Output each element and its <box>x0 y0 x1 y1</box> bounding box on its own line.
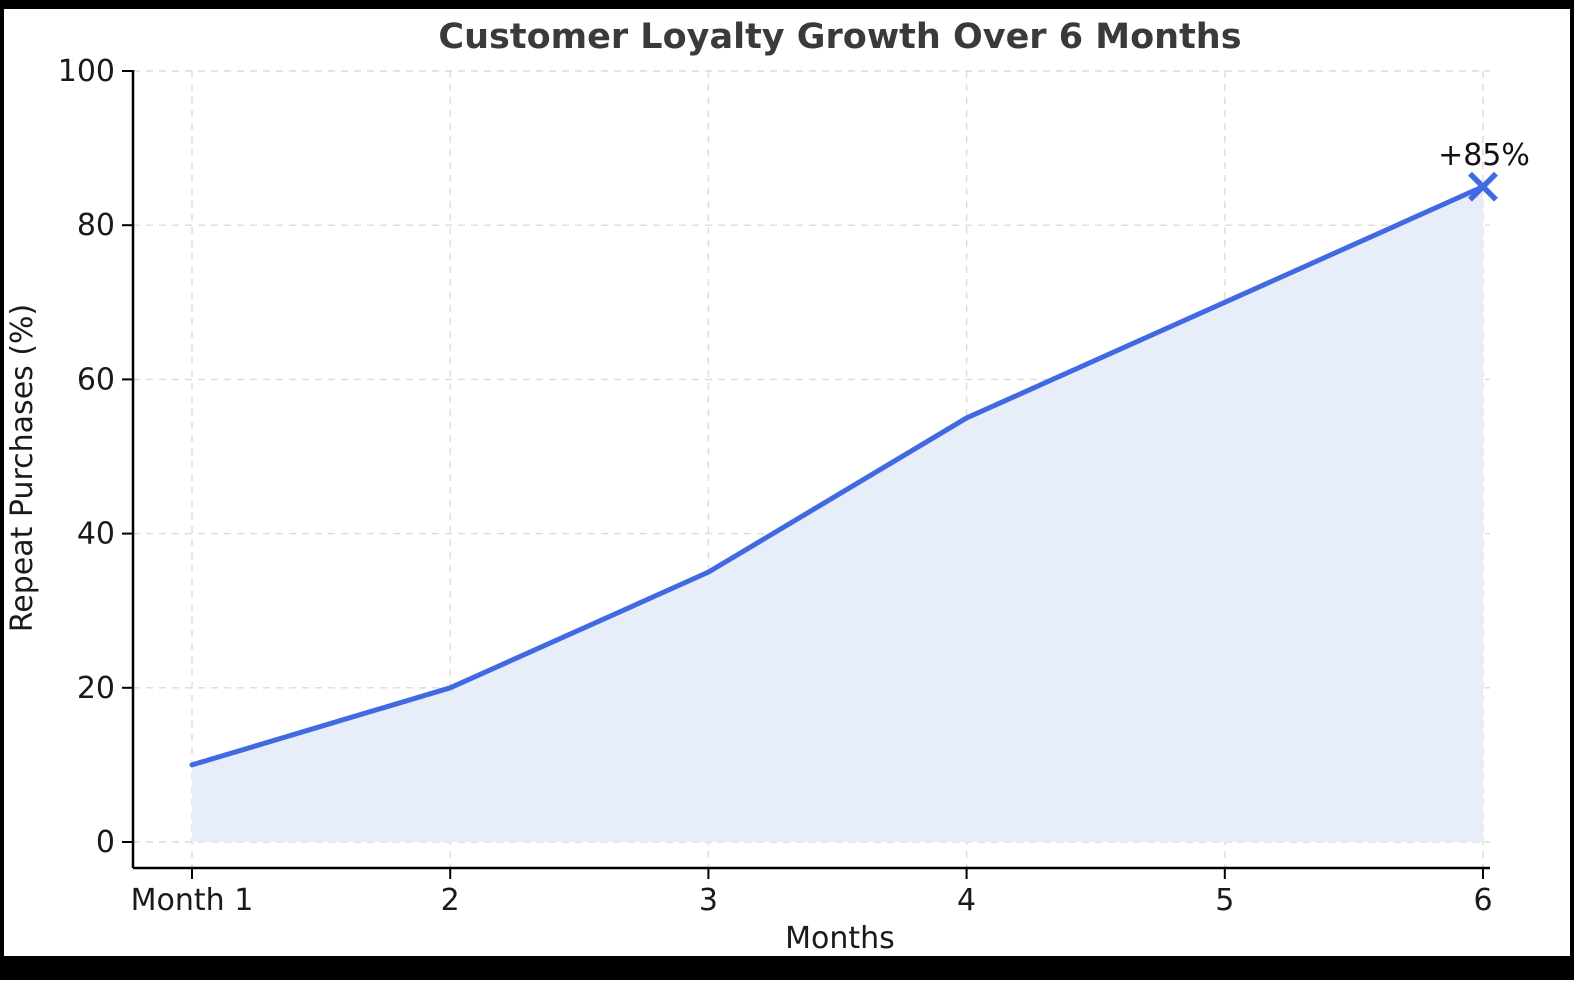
x-axis-label: Months <box>785 921 895 956</box>
trend-line <box>189 184 1486 768</box>
y-tick-label-0: 0 <box>96 825 115 860</box>
frame-left <box>0 0 4 956</box>
x-tick-label-4: 4 <box>957 883 976 918</box>
x-tick-label-1: Month 1 <box>131 883 254 918</box>
series-area-line <box>189 171 1498 842</box>
area-fill <box>192 186 1483 842</box>
x-tick-label-3: 3 <box>699 883 718 918</box>
frame-bottom <box>0 956 1574 980</box>
y-tick-label-80: 80 <box>77 208 115 243</box>
x-tick-label-2: 2 <box>441 883 460 918</box>
y-tick-label-100: 100 <box>58 54 115 89</box>
x-tick-label-6: 6 <box>1473 883 1492 918</box>
end-point-annotation: +85% <box>1438 138 1530 173</box>
frame-right <box>1570 0 1574 956</box>
tick-labels: 0 20 40 60 80 100 Month 1 2 3 4 5 6 <box>58 54 1493 918</box>
y-tick-label-60: 60 <box>77 362 115 397</box>
y-tick-label-20: 20 <box>77 671 115 706</box>
y-axis-label: Repeat Purchases (%) <box>5 304 40 632</box>
axes-spines-ticks <box>122 70 1490 879</box>
x-tick-label-5: 5 <box>1215 883 1234 918</box>
y-tick-label-40: 40 <box>77 517 115 552</box>
frame-top <box>0 0 1574 9</box>
end-marker-x-icon <box>1468 171 1498 202</box>
chart-title: Customer Loyalty Growth Over 6 Months <box>438 17 1241 57</box>
